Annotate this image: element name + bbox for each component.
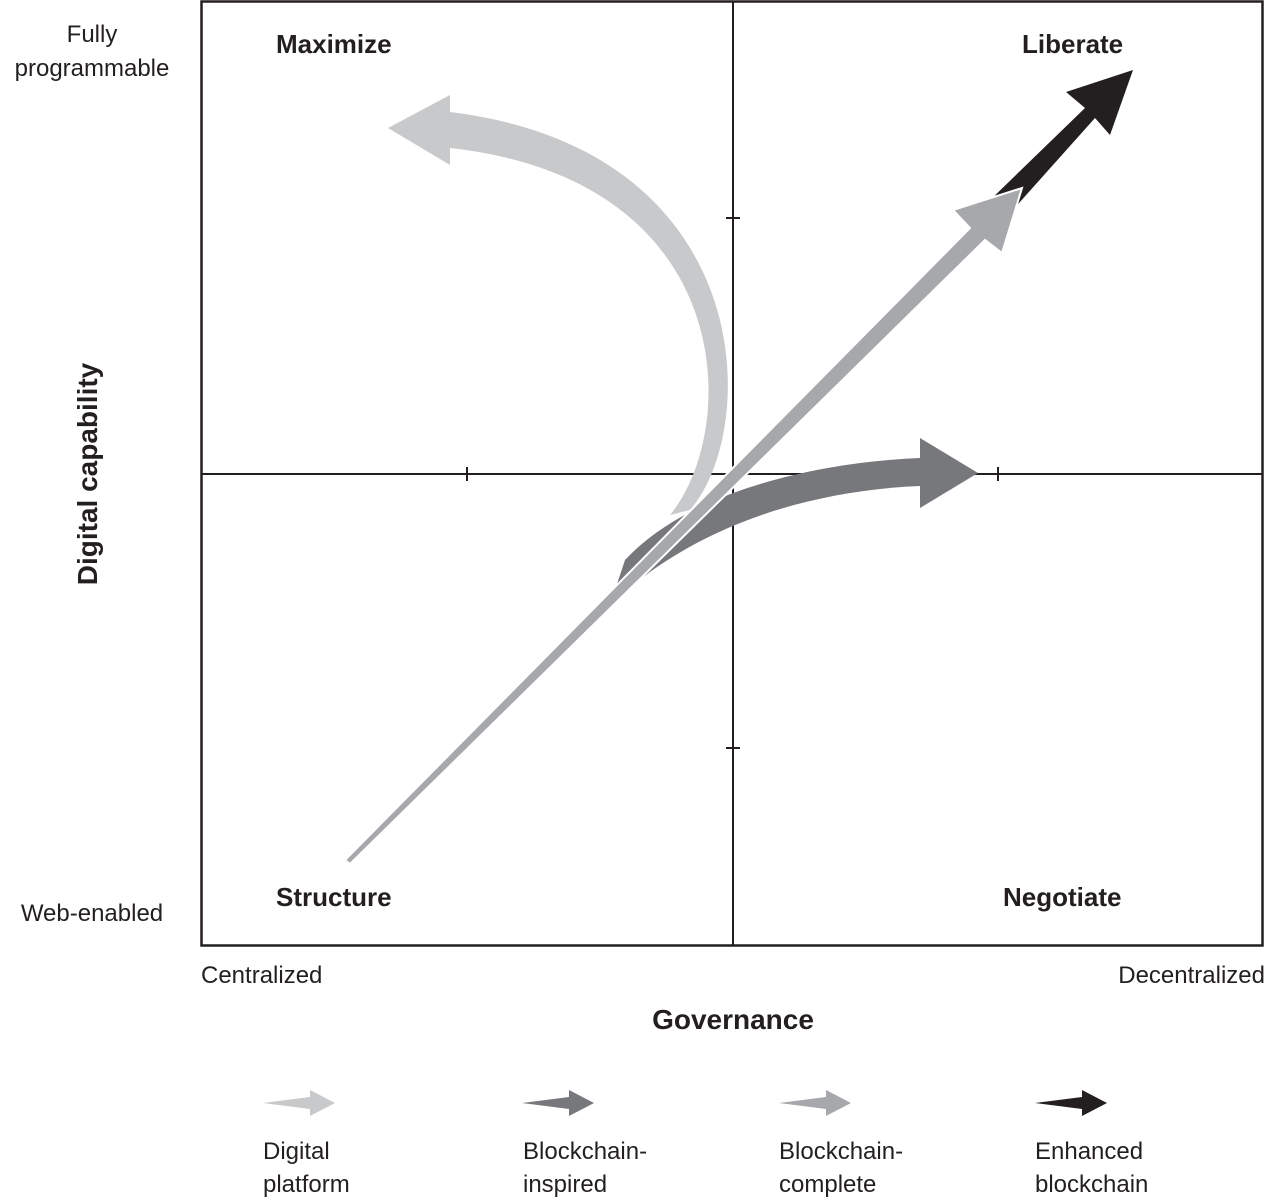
- legend-label-line: inspired: [523, 1171, 608, 1198]
- x-axis-title: Governance: [652, 1004, 814, 1035]
- legend-arrow-blockchain-complete: [779, 1090, 851, 1116]
- quadrant-label-negotiate: Negotiate: [1003, 882, 1122, 912]
- legend-label-line: Blockchain-: [523, 1138, 648, 1165]
- legend-arrow-digital-platform: [263, 1090, 335, 1116]
- enhanced-blockchain-arrow: [985, 70, 1133, 222]
- quadrant-label-maximize: Maximize: [276, 29, 392, 59]
- legend-label-line: complete: [779, 1171, 877, 1198]
- legend-arrow-enhanced-blockchain: [1035, 1090, 1107, 1116]
- legend-item-digital-platform: Digital platform: [263, 1135, 350, 1201]
- quadrant-label-structure: Structure: [276, 882, 392, 912]
- y-axis-top-label: Fully programmable: [14, 21, 170, 82]
- legend-item-blockchain-inspired: Blockchain- inspired: [523, 1135, 647, 1201]
- legend-label-line: platform: [263, 1171, 350, 1198]
- x-axis-left-label: Centralized: [201, 962, 323, 989]
- x-axis-right-label: Decentralized: [1118, 962, 1265, 989]
- blockchain-inspired-arrow: [610, 438, 978, 605]
- legend-arrow-blockchain-inspired: [522, 1090, 594, 1116]
- digital-platform-arrow: [388, 95, 728, 515]
- legend-label-line: blockchain: [1035, 1171, 1149, 1198]
- y-axis-bottom-label: Web-enabled: [20, 900, 164, 927]
- legend-label-line: Digital: [263, 1138, 330, 1165]
- quadrant-label-liberate: Liberate: [1022, 29, 1124, 59]
- legend-item-blockchain-complete: Blockchain- complete: [779, 1135, 903, 1201]
- legend-label-line: Enhanced: [1035, 1138, 1144, 1165]
- blockchain-complete-arrow: [343, 186, 1024, 866]
- legend-label-line: Blockchain-: [779, 1138, 904, 1165]
- legend-item-enhanced-blockchain: Enhanced blockchain: [1035, 1135, 1148, 1201]
